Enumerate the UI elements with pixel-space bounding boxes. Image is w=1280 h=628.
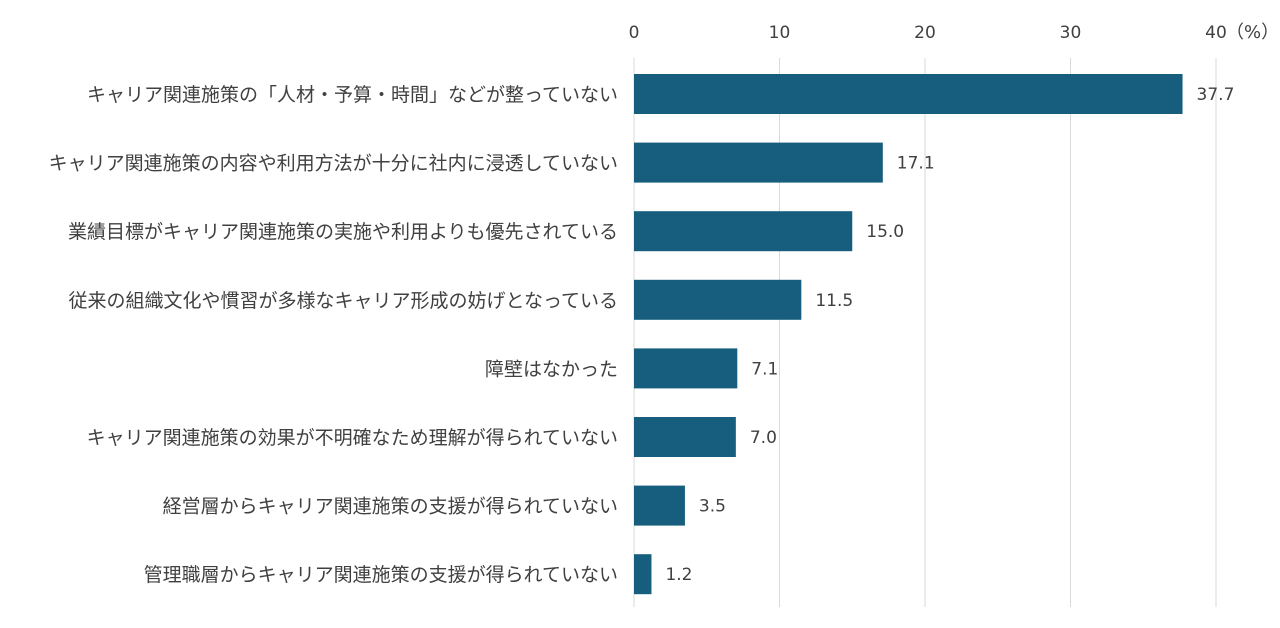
category-labels: キャリア関連施策の「人材・予算・時間」などが整っていないキャリア関連施策の内容や… xyxy=(49,84,618,586)
bars xyxy=(634,74,1183,595)
category-label: キャリア関連施策の「人材・予算・時間」などが整っていない xyxy=(87,84,618,106)
bar xyxy=(634,554,652,595)
data-labels: 37.7 17.1 15.0 11.5 7.1 7.0 3.5 1.2 xyxy=(665,85,1234,585)
data-label: 17.1 xyxy=(897,154,935,174)
category-label: 障壁はなかった xyxy=(485,358,618,380)
category-label: キャリア関連施策の効果が不明確なため理解が得られていない xyxy=(87,427,618,449)
axis-unit-label: （%） xyxy=(1226,22,1279,43)
category-label: 従来の組織文化や慣習が多様なキャリア形成の妨げとなっている xyxy=(69,290,618,312)
category-label: 業績目標がキャリア関連施策の実施や利用よりも優先されている xyxy=(68,221,618,243)
data-label: 3.5 xyxy=(699,497,726,517)
bar xyxy=(634,279,802,320)
bar xyxy=(634,74,1183,114)
bar xyxy=(634,485,685,526)
x-tick-label: 20 xyxy=(914,23,936,43)
bar xyxy=(634,142,883,183)
x-tick-label: 30 xyxy=(1060,23,1082,43)
gridlines xyxy=(633,58,1217,607)
category-label: 管理職層からキャリア関連施策の支援が得られていない xyxy=(144,564,618,586)
data-label: 7.1 xyxy=(751,359,778,379)
data-label: 11.5 xyxy=(815,291,853,311)
x-axis-ticks: 0 10 20 30 40 xyxy=(629,23,1227,43)
bar xyxy=(634,417,736,457)
x-tick-label: 0 xyxy=(629,23,640,43)
category-label: 経営層からキャリア関連施策の支援が得られていない xyxy=(163,496,618,518)
bar xyxy=(634,348,738,389)
data-label: 1.2 xyxy=(665,565,692,585)
data-label: 15.0 xyxy=(866,222,904,242)
x-tick-label: 40 xyxy=(1205,23,1227,43)
data-label: 37.7 xyxy=(1197,85,1235,105)
bar xyxy=(634,211,853,252)
data-label: 7.0 xyxy=(750,428,777,448)
category-label: キャリア関連施策の内容や利用方法が十分に社内に浸透していない xyxy=(49,153,618,175)
x-tick-label: 10 xyxy=(769,23,791,43)
